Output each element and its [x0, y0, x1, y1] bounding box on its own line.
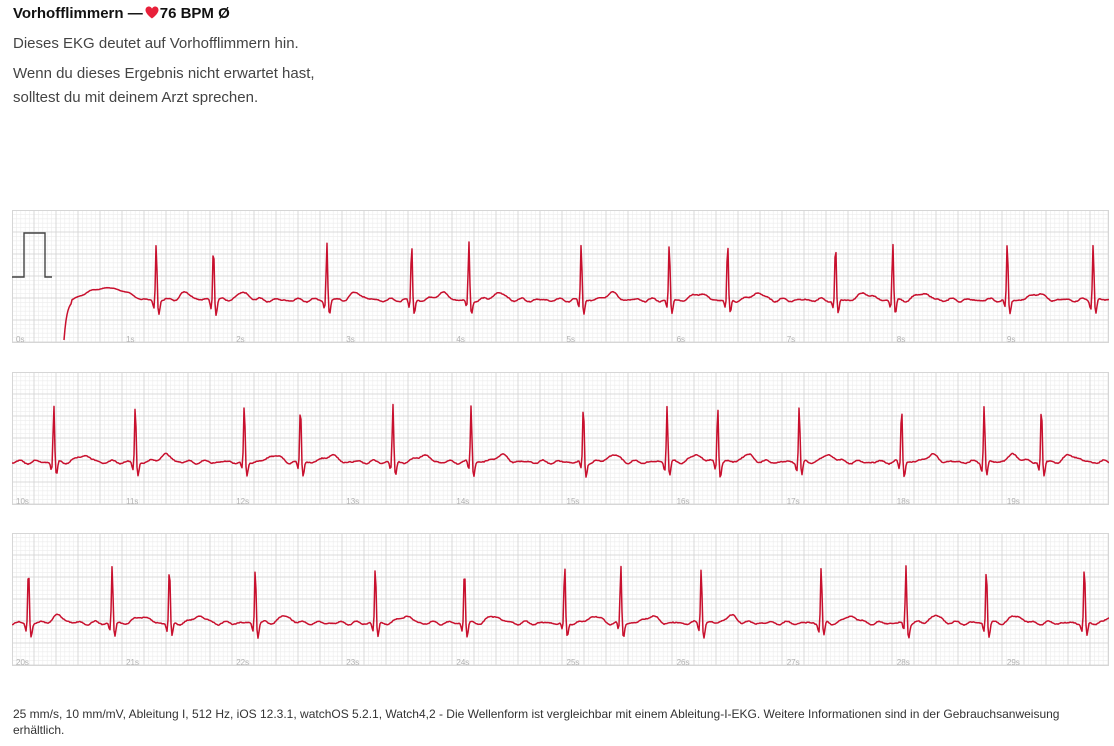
ecg-time-label: 20s	[16, 658, 29, 666]
heart-rate: 76 BPM	[159, 5, 214, 22]
ecg-strip-1: 0s 1s 2s 3s 4s 5s 6s 7s 8s 9s	[12, 210, 1109, 343]
ecg-grid-minor	[12, 533, 1109, 666]
ecg-grid-major	[12, 533, 1109, 666]
ecg-time-label: 14s	[456, 497, 469, 505]
ecg-grid-minor	[12, 210, 1109, 343]
ecg-time-label: 10s	[16, 497, 29, 505]
ecg-waveform	[63, 241, 1109, 341]
ecg-strip-border	[12, 372, 1109, 505]
result-title: Vorhofflimmern — 76 BPM Ø	[13, 3, 613, 26]
ecg-time-label: 19s	[1007, 497, 1020, 505]
ecg-time-label: 13s	[346, 497, 359, 505]
ecg-time-label: 6s	[677, 335, 685, 343]
ecg-time-label: 15s	[567, 497, 580, 505]
ecg-time-label: 25s	[567, 658, 580, 666]
ecg-time-label: 8s	[897, 335, 905, 343]
recording-footnote: 25 mm/s, 10 mm/mV, Ableitung I, 512 Hz, …	[13, 707, 1060, 737]
result-advice: Wenn du dieses Ergebnis nicht erwartet h…	[13, 65, 315, 106]
ecg-time-label: 29s	[1007, 658, 1020, 666]
ecg-time-label: 1s	[126, 335, 134, 343]
ecg-time-label: 27s	[787, 658, 800, 666]
ecg-time-label: 24s	[456, 658, 469, 666]
ecg-strip-border	[12, 210, 1109, 343]
heart-icon	[145, 4, 159, 26]
result-description: Dieses EKG deutet auf Vorhofflimmern hin…	[13, 35, 299, 52]
ecg-time-label: 12s	[236, 497, 249, 505]
ecg-strip-svg: 20s 21s 22s 23s 24s 25s 26s 27s 28s 29s	[12, 533, 1109, 666]
ecg-strip-2: 10s 11s 12s 13s 14s 15s 16s 17s 18s 19s	[12, 372, 1109, 505]
calibration-pulse	[12, 232, 52, 278]
ecg-waveform	[12, 565, 1109, 639]
ecg-time-label: 0s	[16, 335, 24, 343]
ecg-grid-major	[12, 210, 1109, 343]
ecg-strip-svg: 0s 1s 2s 3s 4s 5s 6s 7s 8s 9s	[12, 210, 1109, 343]
ecg-strip-border	[12, 533, 1109, 666]
ecg-time-label: 7s	[787, 335, 795, 343]
ecg-strip-3: 20s 21s 22s 23s 24s 25s 26s 27s 28s 29s	[12, 533, 1109, 666]
result-header: Vorhofflimmern — 76 BPM Ø Dieses EKG deut…	[13, 3, 613, 110]
ecg-time-label: 26s	[677, 658, 690, 666]
ecg-time-label: 17s	[787, 497, 800, 505]
rhythm-classification: Vorhofflimmern	[13, 5, 124, 22]
ecg-time-label: 5s	[567, 335, 575, 343]
ecg-time-label: 3s	[346, 335, 354, 343]
ecg-time-label: 22s	[236, 658, 249, 666]
ecg-time-label: 16s	[677, 497, 690, 505]
average-symbol: Ø	[218, 5, 230, 22]
ecg-time-label: 21s	[126, 658, 139, 666]
ecg-time-label: 11s	[126, 497, 138, 505]
ecg-time-label: 23s	[346, 658, 359, 666]
ecg-time-label: 9s	[1007, 335, 1015, 343]
ecg-waveform	[12, 403, 1109, 478]
title-separator: —	[127, 5, 143, 22]
ecg-time-label: 18s	[897, 497, 910, 505]
ecg-time-label: 4s	[456, 335, 464, 343]
ecg-time-label: 28s	[897, 658, 910, 666]
ecg-time-label: 2s	[236, 335, 244, 343]
ecg-grid-minor	[12, 372, 1109, 505]
ecg-grid-major	[12, 372, 1109, 505]
ecg-strip-svg: 10s 11s 12s 13s 14s 15s 16s 17s 18s 19s	[12, 372, 1109, 505]
